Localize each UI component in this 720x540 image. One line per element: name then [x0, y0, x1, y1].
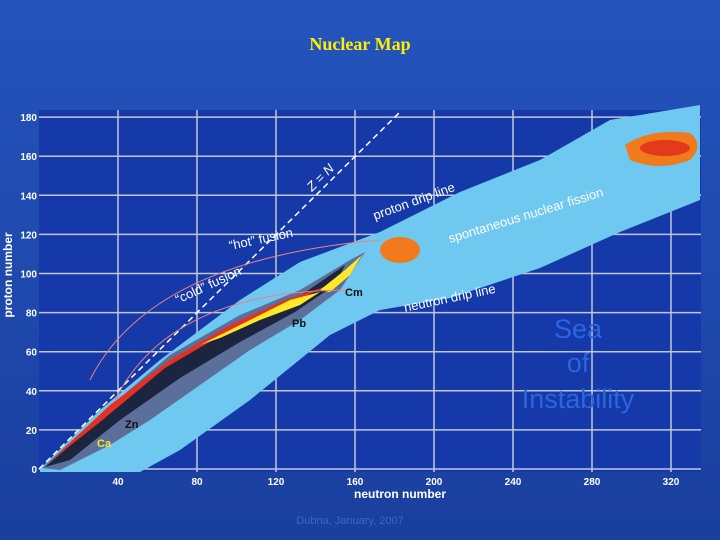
x-tick-label: 320	[663, 477, 680, 488]
title: Nuclear Map	[309, 34, 410, 54]
z-equals-n-line	[38, 111, 401, 470]
y-tick-label: 120	[20, 230, 37, 241]
y-tick-label: 80	[26, 309, 38, 320]
valley-yellow	[200, 292, 320, 345]
label-ca: Ca	[97, 438, 112, 450]
x-tick-label: 200	[426, 477, 443, 488]
x-axis-label: neutron number	[354, 487, 446, 501]
valley-yellow-2	[320, 255, 362, 292]
x-tick-label: 240	[505, 477, 522, 488]
x-tick-label: 120	[268, 477, 285, 488]
y-tick-label: 180	[20, 113, 37, 124]
sea-line: Sea	[554, 314, 603, 344]
x-tick-label: 280	[584, 477, 601, 488]
x-tick-label: 40	[112, 477, 124, 488]
y-tick-label: 40	[26, 387, 38, 398]
footer: Dubna, January, 2007	[296, 515, 403, 527]
hot-fusion-arc	[89, 239, 381, 381]
y-tick-label: 60	[26, 348, 38, 359]
cold-fusion-arc	[114, 289, 351, 401]
x-tick-label: 80	[191, 477, 203, 488]
y-tick-label: 0	[31, 465, 37, 476]
sea-line: of	[567, 348, 590, 378]
fission-core	[640, 140, 690, 156]
y-tick-label: 140	[20, 191, 37, 202]
sea-line: Instability	[522, 384, 635, 414]
island	[380, 237, 420, 263]
label-cm: Cm	[345, 287, 363, 299]
x-tick-label: 160	[347, 477, 364, 488]
y-axis-label: proton number	[1, 232, 15, 318]
label-pb: Pb	[292, 318, 306, 330]
y-tick-label: 100	[20, 270, 37, 281]
y-tick-label: 160	[20, 152, 37, 163]
label-zn: Zn	[125, 419, 139, 431]
y-tick-label: 20	[26, 426, 38, 437]
